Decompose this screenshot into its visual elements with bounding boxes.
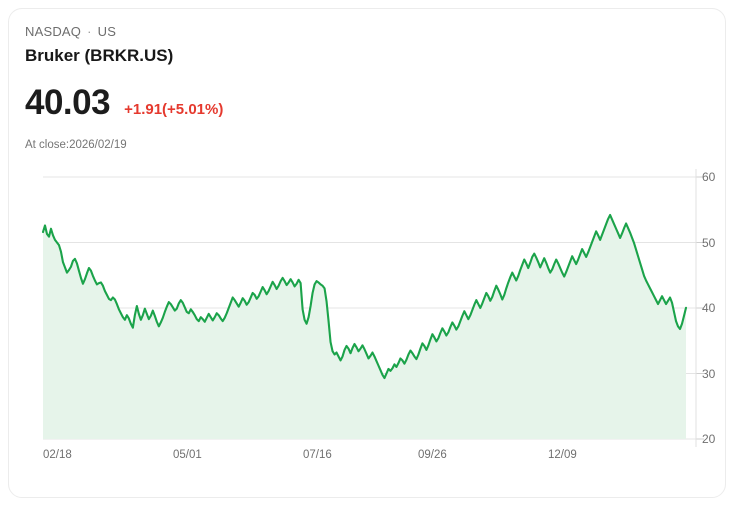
stock-quote-card: NASDAQ · US Bruker (BRKR.US) 40.03 +1.91(+… bbox=[8, 8, 726, 498]
y-axis-tick-label: 40 bbox=[702, 301, 716, 315]
y-axis-tick-label: 60 bbox=[702, 170, 716, 184]
x-axis-tick-label: 05/01 bbox=[173, 449, 202, 461]
price-change: +1.91(+5.01%) bbox=[124, 101, 224, 118]
price-row: 40.03 +1.91(+5.01%) bbox=[25, 84, 625, 122]
x-axis-tick-label: 07/16 bbox=[303, 449, 332, 461]
region-label: US bbox=[97, 24, 117, 39]
exchange-separator: · bbox=[87, 24, 92, 39]
price-area-fill bbox=[43, 214, 686, 439]
x-axis-tick-label: 12/09 bbox=[548, 449, 577, 461]
market-status-note: At close:2026/02/19 bbox=[25, 139, 127, 151]
quote-header: NASDAQ · US Bruker (BRKR.US) 40.03 +1.91(+… bbox=[25, 23, 625, 153]
exchange-name: NASDAQ bbox=[25, 24, 82, 39]
exchange-row: NASDAQ · US bbox=[25, 23, 625, 41]
x-axis-tick-label: 02/18 bbox=[43, 449, 72, 461]
x-axis-tick-label: 09/26 bbox=[418, 449, 447, 461]
y-axis-tick-label: 50 bbox=[702, 235, 716, 250]
price-line bbox=[41, 213, 688, 380]
y-axis-labels: 60 50 40 30 20 bbox=[693, 9, 725, 497]
y-axis-tick-label: 30 bbox=[702, 366, 716, 381]
page-title: Bruker (BRKR.US) bbox=[25, 46, 174, 65]
y-axis-tick-label: 20 bbox=[702, 432, 716, 446]
current-price: 40.03 bbox=[25, 83, 111, 122]
